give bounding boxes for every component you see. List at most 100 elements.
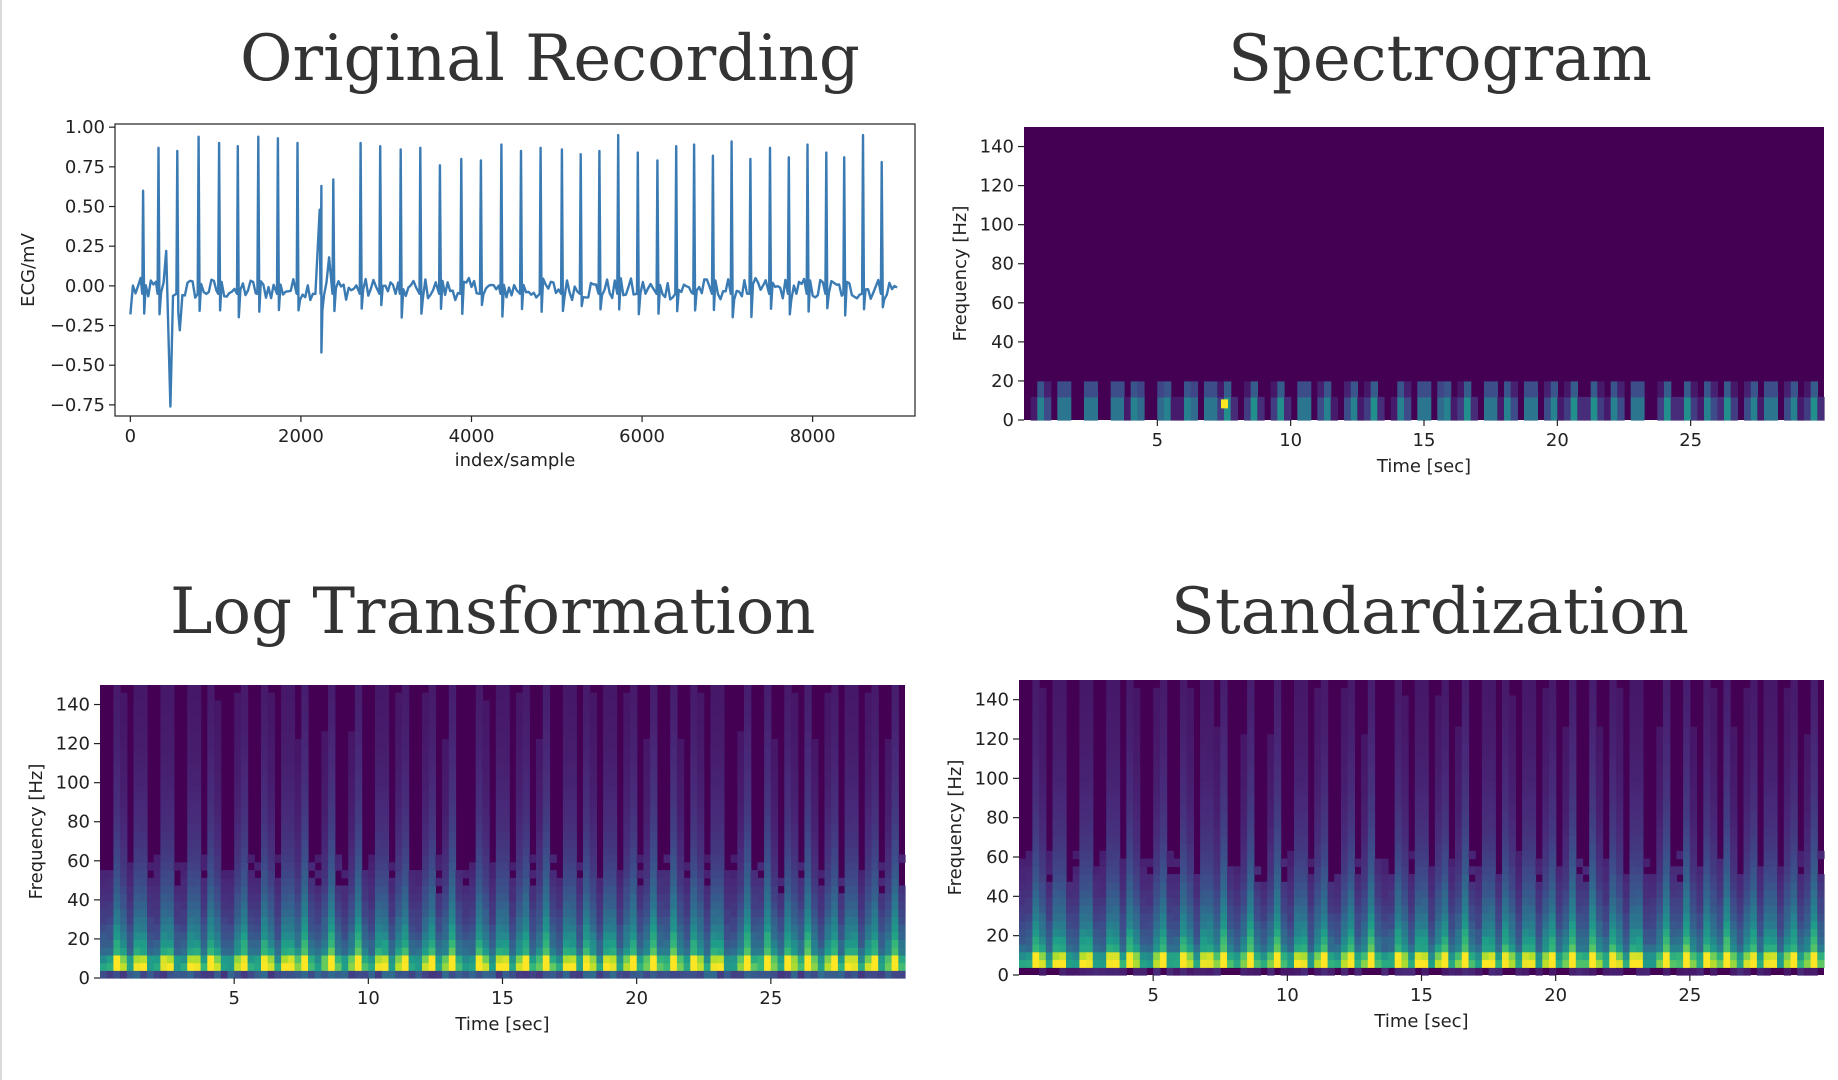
heatmap-cell [1066, 967, 1074, 976]
heatmap-cell [1166, 936, 1174, 945]
heatmap-cell [764, 739, 772, 748]
heatmap-cell [1112, 718, 1121, 728]
heatmap-cell [891, 862, 899, 871]
heatmap-cell [187, 839, 195, 848]
heatmap-cell [388, 962, 396, 971]
heatmap-cell [616, 870, 624, 879]
heatmap-cell [690, 746, 698, 755]
heatmap-cell [1417, 404, 1425, 413]
heatmap-cell [1166, 858, 1174, 867]
heatmap-cell [690, 939, 698, 948]
heatmap-cell [623, 900, 631, 910]
heatmap-cell [710, 839, 718, 848]
heatmap-cell [120, 916, 128, 925]
heatmap-cell [817, 939, 826, 948]
heatmap-cell [1677, 396, 1685, 406]
heatmap-cell [764, 947, 772, 956]
heatmap-cell [1180, 765, 1188, 774]
heatmap-cell [1314, 928, 1322, 937]
heatmap-cell [140, 846, 148, 856]
heatmap-cell [294, 785, 302, 794]
heatmap-cell [1092, 874, 1101, 883]
heatmap-cell [200, 900, 208, 910]
heatmap-cell [308, 939, 316, 948]
heatmap-cell [1039, 889, 1047, 898]
heatmap-cell [495, 939, 504, 948]
heatmap-cell [1220, 742, 1228, 751]
heatmap-cell [489, 900, 497, 910]
heatmap-cell [1159, 827, 1168, 836]
heatmap-cell [308, 962, 316, 971]
heatmap-cell [160, 754, 168, 763]
heatmap-cell [1810, 389, 1818, 398]
heatmap-cell [596, 931, 604, 940]
heatmap-cell [354, 931, 363, 940]
heatmap-cell [609, 962, 618, 971]
heatmap-cell [583, 862, 591, 871]
heatmap-cell [1730, 381, 1738, 390]
heatmap-cell [723, 962, 732, 971]
heatmap-cell [1039, 726, 1047, 735]
heatmap-cell [871, 885, 879, 894]
heatmap-cell [515, 792, 524, 802]
heatmap-cell [113, 839, 121, 848]
heatmap-cell [153, 947, 161, 956]
heatmap-cell [1110, 404, 1118, 413]
heatmap-cell [1247, 889, 1255, 898]
heatmap-cell [1240, 905, 1248, 914]
heatmap-cell [1784, 396, 1792, 406]
heatmap-cell [502, 769, 510, 779]
heatmap-cell [294, 877, 302, 887]
heatmap-cell [1039, 749, 1047, 759]
heatmap-cell [120, 746, 128, 755]
heatmap-cell [475, 877, 483, 887]
heatmap-cell [864, 862, 873, 871]
heatmap-cell [1206, 951, 1215, 961]
heatmap-cell [495, 708, 504, 717]
heatmap-cell [1670, 396, 1678, 406]
heatmap-cell [576, 885, 584, 894]
heatmap-cell [375, 839, 383, 848]
heatmap-cell [187, 800, 195, 809]
heatmap-cell [744, 777, 752, 786]
heatmap-cell [261, 739, 269, 748]
heatmap-cell [1059, 850, 1067, 860]
heatmap-cell [851, 954, 859, 964]
heatmap-cell [294, 777, 302, 786]
heatmap-cell [1090, 404, 1098, 413]
heatmap-cell [1025, 866, 1033, 875]
heatmap-cell [750, 931, 758, 940]
heatmap-cell [1032, 703, 1040, 712]
heatmap-cell [1294, 850, 1302, 860]
heatmap-cell [475, 762, 483, 771]
heatmap-cell [1139, 889, 1148, 898]
heatmap-cell [851, 893, 859, 902]
heatmap-cell [1247, 951, 1255, 961]
heatmap-cell [287, 924, 296, 933]
heatmap-cell [717, 715, 725, 725]
heatmap-cell [569, 808, 577, 817]
heatmap-cell [261, 785, 269, 794]
heatmap-cell [744, 962, 752, 971]
heatmap-cell [670, 916, 678, 925]
heatmap-cell [475, 816, 483, 825]
heatmap-cell [630, 893, 638, 902]
heatmap-cell [448, 800, 457, 809]
heatmap-cell [884, 916, 893, 925]
heatmap-cell [784, 785, 792, 794]
heatmap-cell [536, 885, 544, 894]
heatmap-cell [207, 947, 215, 956]
heatmap-cell [589, 885, 597, 894]
heatmap-cell [100, 931, 108, 940]
heatmap-cell [1124, 404, 1132, 413]
heatmap-cell [1250, 389, 1258, 398]
heatmap-cell [495, 723, 504, 732]
heatmap-cell [120, 823, 128, 833]
heatmap-cell [448, 970, 457, 979]
heatmap-cell [167, 831, 175, 840]
heatmap-cell [536, 900, 544, 910]
heatmap-cell [234, 854, 242, 863]
heatmap-cell [261, 862, 269, 871]
heatmap-cell [764, 808, 772, 817]
heatmap-cell [1213, 773, 1221, 782]
